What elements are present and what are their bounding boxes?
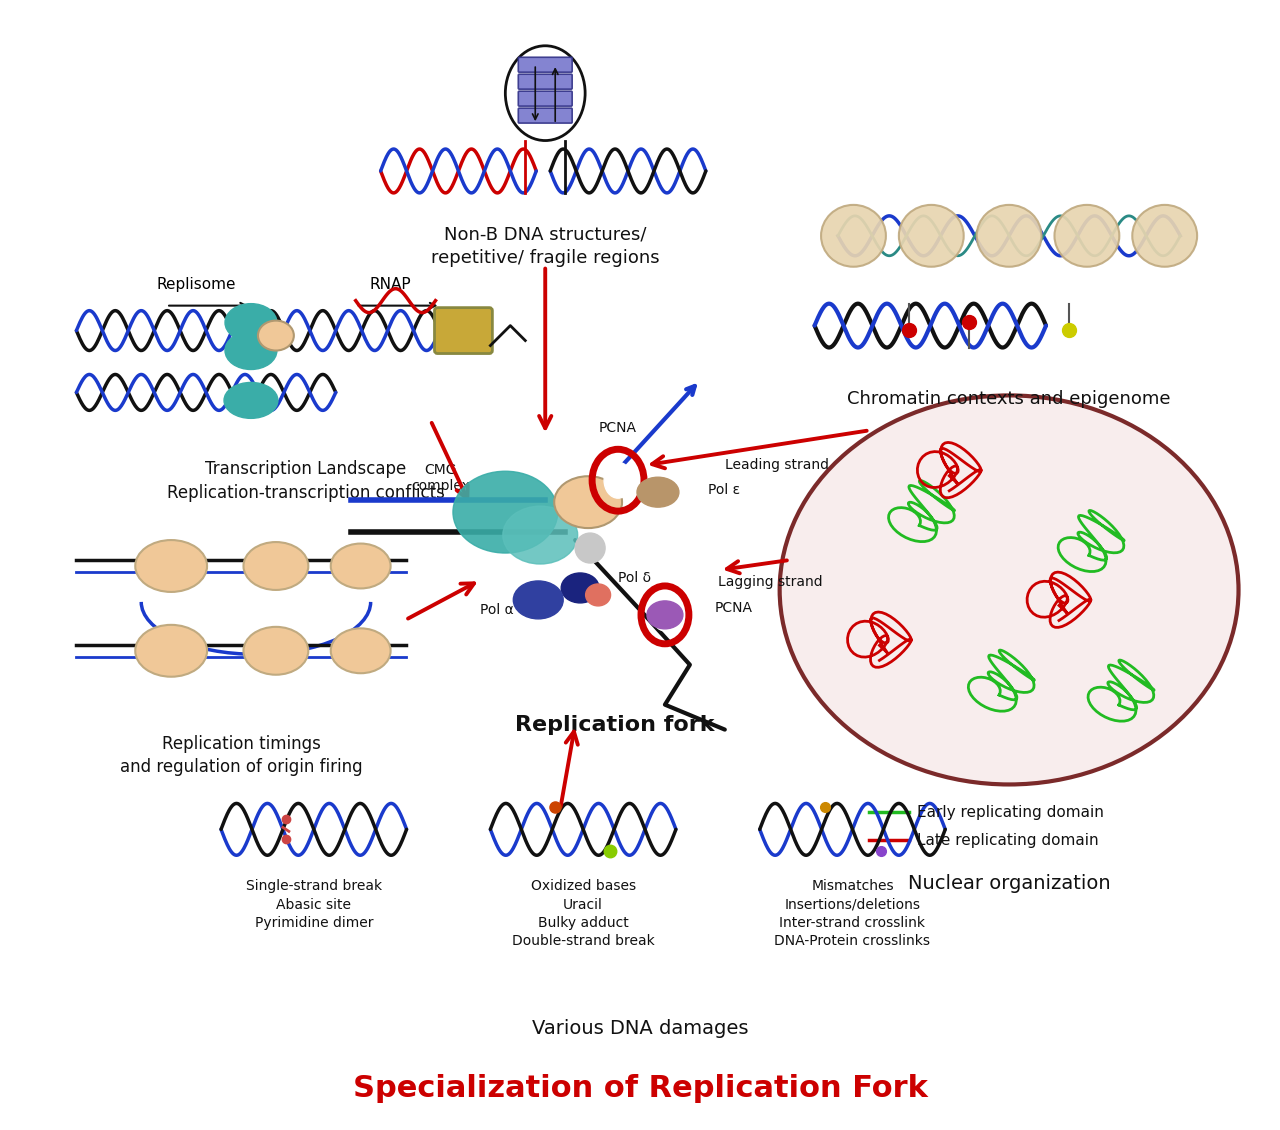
Ellipse shape: [637, 477, 678, 507]
Ellipse shape: [1055, 205, 1119, 267]
Text: Oxidized bases
Uracil
Bulky adduct
Double-strand break: Oxidized bases Uracil Bulky adduct Doubl…: [512, 879, 654, 948]
FancyBboxPatch shape: [518, 75, 572, 89]
Text: Lagging strand: Lagging strand: [718, 575, 823, 589]
Ellipse shape: [899, 205, 964, 267]
Text: PCNA: PCNA: [714, 601, 753, 615]
FancyBboxPatch shape: [518, 108, 572, 123]
Text: Pol α: Pol α: [480, 603, 515, 617]
Text: Single-strand break
Abasic site
Pyrimidine dimer: Single-strand break Abasic site Pyrimidi…: [246, 879, 381, 930]
Text: Non-B DNA structures/
repetitive/ fragile regions: Non-B DNA structures/ repetitive/ fragil…: [431, 226, 659, 268]
Ellipse shape: [1133, 205, 1197, 267]
Text: PCNA: PCNA: [599, 421, 637, 435]
Text: Early replicating domain: Early replicating domain: [918, 805, 1105, 820]
Ellipse shape: [780, 396, 1239, 784]
Text: Replication timings
and regulation of origin firing: Replication timings and regulation of or…: [119, 734, 362, 776]
Ellipse shape: [259, 321, 294, 350]
Ellipse shape: [243, 542, 308, 590]
Ellipse shape: [604, 462, 632, 498]
Ellipse shape: [330, 544, 390, 589]
Ellipse shape: [554, 476, 622, 528]
Text: Specialization of Replication Fork: Specialization of Replication Fork: [352, 1075, 928, 1103]
Text: CMG
complex: CMG complex: [411, 463, 470, 494]
Ellipse shape: [506, 46, 585, 140]
Ellipse shape: [224, 382, 278, 418]
Ellipse shape: [136, 540, 207, 592]
Text: Pol ε: Pol ε: [708, 484, 740, 497]
Text: Chromatin contexts and epigenome: Chromatin contexts and epigenome: [847, 391, 1171, 408]
Ellipse shape: [136, 625, 207, 677]
Text: Nuclear organization: Nuclear organization: [908, 875, 1111, 893]
Ellipse shape: [513, 581, 563, 619]
Text: Various DNA damages: Various DNA damages: [531, 1019, 749, 1037]
Ellipse shape: [646, 601, 684, 628]
Text: Transcription Landscape
Replication-transcription conflicts: Transcription Landscape Replication-tran…: [166, 460, 444, 502]
Text: Replisome: Replisome: [156, 277, 236, 292]
FancyBboxPatch shape: [518, 58, 572, 72]
Ellipse shape: [586, 584, 611, 606]
Ellipse shape: [225, 331, 276, 370]
FancyBboxPatch shape: [518, 92, 572, 106]
Ellipse shape: [652, 599, 678, 631]
Ellipse shape: [453, 471, 558, 553]
Ellipse shape: [225, 304, 276, 341]
Ellipse shape: [561, 573, 599, 603]
Ellipse shape: [330, 628, 390, 673]
Ellipse shape: [977, 205, 1042, 267]
Text: RNAP: RNAP: [370, 277, 411, 292]
Circle shape: [575, 533, 605, 563]
Text: Pol δ: Pol δ: [618, 571, 652, 585]
Ellipse shape: [820, 205, 886, 267]
Text: Mismatches
Insertions/deletions
Inter-strand crosslink
DNA-Protein crosslinks: Mismatches Insertions/deletions Inter-st…: [774, 879, 931, 948]
Ellipse shape: [503, 506, 577, 564]
Ellipse shape: [243, 627, 308, 675]
FancyBboxPatch shape: [434, 307, 493, 354]
Text: Leading strand: Leading strand: [724, 459, 828, 472]
Text: Replication fork: Replication fork: [516, 714, 714, 734]
Text: Late replicating domain: Late replicating domain: [918, 833, 1100, 848]
